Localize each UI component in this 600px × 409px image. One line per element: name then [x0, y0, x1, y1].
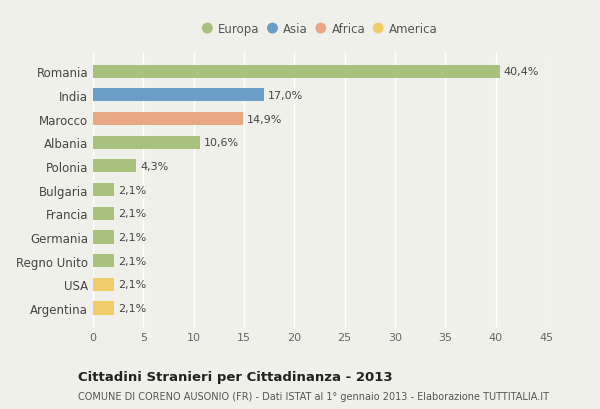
Text: COMUNE DI CORENO AUSONIO (FR) - Dati ISTAT al 1° gennaio 2013 - Elaborazione TUT: COMUNE DI CORENO AUSONIO (FR) - Dati IST… [78, 391, 549, 400]
Bar [93, 89, 264, 102]
Text: 2,1%: 2,1% [118, 303, 146, 313]
Text: Cittadini Stranieri per Cittadinanza - 2013: Cittadini Stranieri per Cittadinanza - 2… [78, 370, 392, 383]
Bar [93, 65, 500, 79]
Text: 10,6%: 10,6% [204, 138, 239, 148]
Bar [93, 184, 114, 197]
Bar [93, 254, 114, 267]
Bar [93, 278, 114, 291]
Bar [93, 302, 114, 315]
Text: 14,9%: 14,9% [247, 115, 283, 124]
Text: 2,1%: 2,1% [118, 209, 146, 219]
Text: 4,3%: 4,3% [140, 162, 169, 171]
Text: 2,1%: 2,1% [118, 232, 146, 243]
Bar [93, 113, 243, 126]
Bar [93, 160, 136, 173]
Legend: Europa, Asia, Africa, America: Europa, Asia, Africa, America [199, 21, 440, 38]
Text: 40,4%: 40,4% [504, 67, 539, 77]
Text: 2,1%: 2,1% [118, 280, 146, 290]
Text: 17,0%: 17,0% [268, 91, 304, 101]
Text: 2,1%: 2,1% [118, 256, 146, 266]
Text: 2,1%: 2,1% [118, 185, 146, 195]
Bar [93, 137, 200, 149]
Bar [93, 207, 114, 220]
Bar [93, 231, 114, 244]
